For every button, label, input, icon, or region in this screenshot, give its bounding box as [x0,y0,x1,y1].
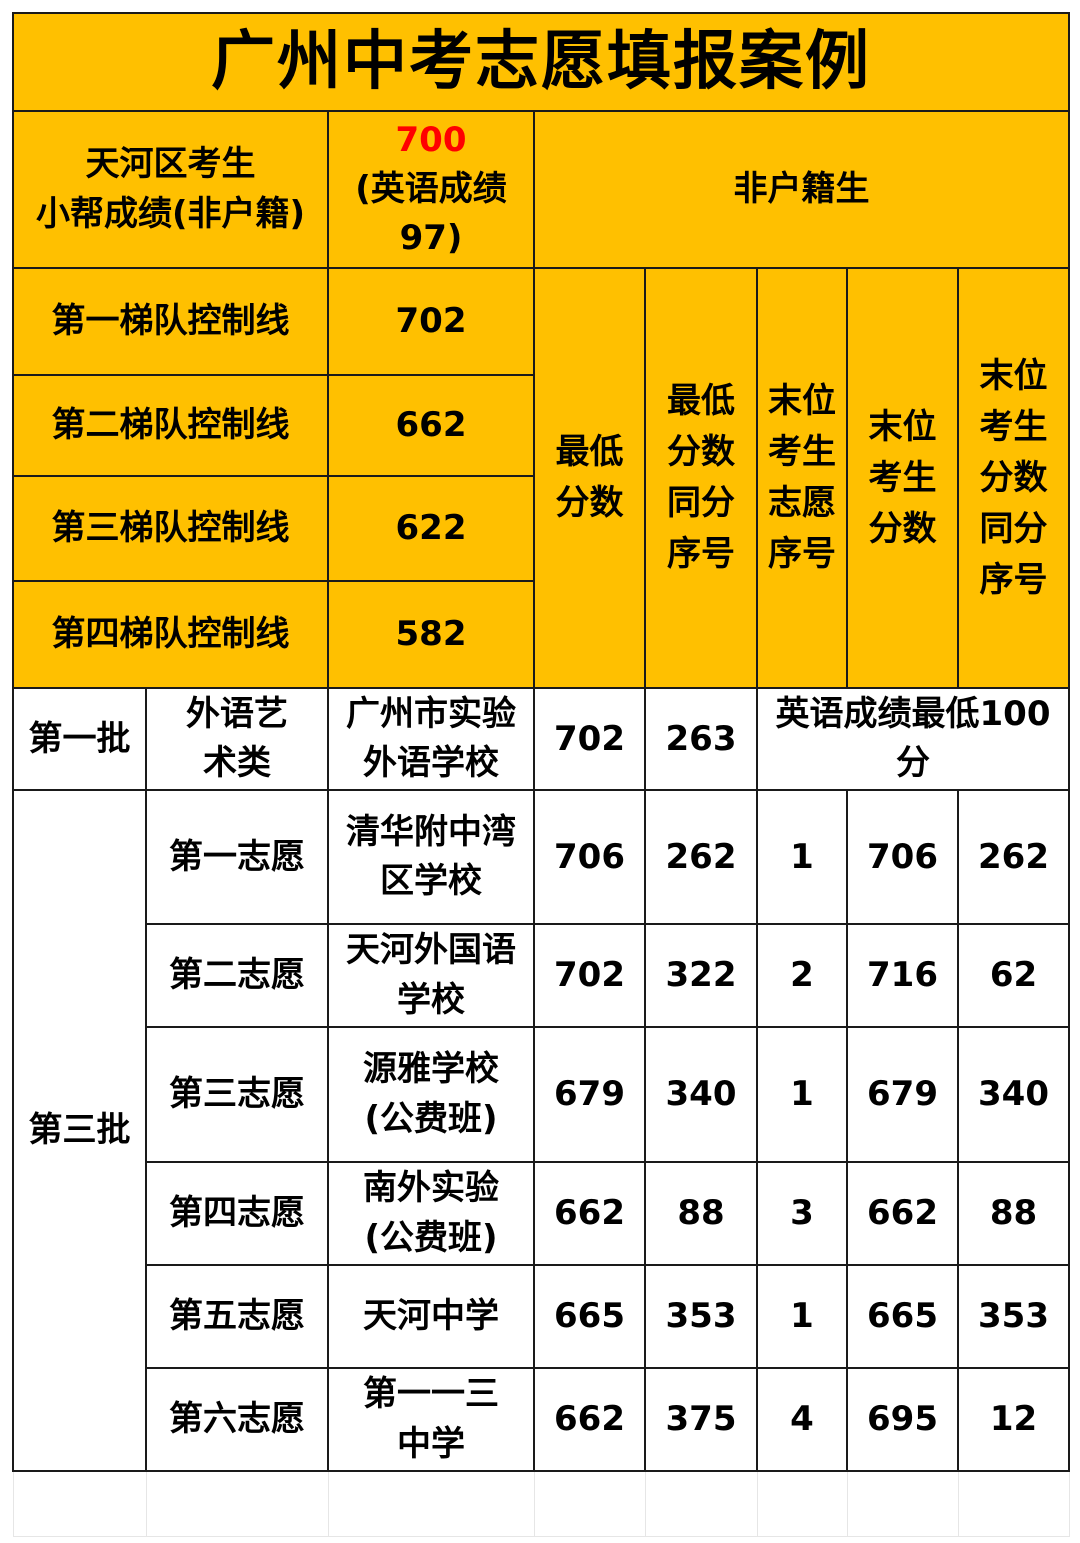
table-row: 第四志愿 南外实验(公费班) 662 88 3 662 88 [13,1161,1070,1266]
admission-table: 广州中考志愿填报案例 天河区考生 小帮成绩(非户籍) 700 (英语成绩97) 非… [12,12,1070,1537]
min-rank: 375 [644,1367,758,1472]
last-score: 695 [846,1367,959,1472]
min-score: 665 [533,1264,646,1369]
last-rank: 12 [957,1367,1070,1472]
student-label: 天河区考生 小帮成绩(非户籍) [12,110,329,269]
student-score: 700 [395,119,467,160]
table-title: 广州中考志愿填报案例 [12,12,1070,112]
empty-row [12,1470,1070,1537]
min-rank: 322 [644,923,758,1028]
last-choice: 2 [756,923,848,1028]
col-header-min-score: 最低分数 [533,267,646,689]
school-name: 第一一三中学 [327,1367,535,1472]
min-score: 662 [533,1367,646,1472]
school-name: 天河外国语学校 [327,923,535,1028]
tier-label: 第二梯队控制线 [12,374,329,477]
last-choice: 3 [756,1161,848,1266]
tier-label: 第一梯队控制线 [12,267,329,376]
tier-label: 第四梯队控制线 [12,580,329,689]
min-rank: 353 [644,1264,758,1369]
table-row: 第二志愿 天河外国语学校 702 322 2 716 62 [13,923,1070,1028]
batch-label: 第一批 [12,687,147,791]
requirement-note: 英语成绩最低100分 [756,687,1070,791]
choice-label: 第四志愿 [145,1161,329,1266]
school-name: 天河中学 [327,1264,535,1369]
empty-cell [846,1470,959,1537]
last-score: 662 [846,1161,959,1266]
tier-label: 第三梯队控制线 [12,475,329,582]
col-header-min-rank: 最低分数同分序号 [644,267,758,689]
col-header-last-score: 末位考生分数 [846,267,959,689]
last-choice: 1 [756,789,848,925]
last-score: 665 [846,1264,959,1369]
table-row: 第五志愿 天河中学 665 353 1 665 353 [13,1264,1070,1369]
tier-value: 622 [327,475,535,582]
choice-label: 第三志愿 [145,1026,329,1163]
empty-cell [644,1470,758,1537]
col-header-last-choice: 末位考生志愿序号 [756,267,848,689]
tier-value: 702 [327,267,535,376]
school-name: 南外实验(公费班) [327,1161,535,1266]
choice-label: 第二志愿 [145,923,329,1028]
last-rank: 262 [957,789,1070,925]
tier-value: 662 [327,374,535,477]
english-note: (英语成绩97) [355,168,507,259]
last-rank: 353 [957,1264,1070,1369]
min-rank: 263 [644,687,758,791]
last-rank: 62 [957,923,1070,1028]
empty-cell [12,1470,147,1537]
choice-label: 第六志愿 [145,1367,329,1472]
last-choice: 1 [756,1026,848,1163]
empty-cell [533,1470,646,1537]
last-choice: 4 [756,1367,848,1472]
choice-label: 第五志愿 [145,1264,329,1369]
last-choice: 1 [756,1264,848,1369]
min-score: 706 [533,789,646,925]
empty-cell [957,1470,1070,1537]
school-name: 清华附中湾区学校 [327,789,535,925]
category-header: 非户籍生 [533,110,1070,269]
table-row: 第六志愿 第一一三中学 662 375 4 695 12 [13,1367,1070,1472]
school-type: 外语艺术类 [145,687,329,791]
batch-label: 第三批 [12,789,147,1472]
col-header-last-rank: 末位考生分数同分序号 [957,267,1070,689]
empty-cell [327,1470,535,1537]
min-score: 662 [533,1161,646,1266]
min-score: 679 [533,1026,646,1163]
empty-cell [145,1470,329,1537]
table-row: 第三批 第一志愿 清华附中湾区学校 706 262 1 706 262 [12,789,1070,1472]
last-rank: 340 [957,1026,1070,1163]
min-score: 702 [533,687,646,791]
empty-cell [756,1470,848,1537]
last-score: 679 [846,1026,959,1163]
last-score: 716 [846,923,959,1028]
tier-value: 582 [327,580,535,689]
last-rank: 88 [957,1161,1070,1266]
last-score: 706 [846,789,959,925]
min-rank: 340 [644,1026,758,1163]
table-row: 第一批 外语艺术类 广州市实验外语学校 702 263 英语成绩最低100分 [12,687,1070,791]
school-name: 广州市实验外语学校 [327,687,535,791]
min-score: 702 [533,923,646,1028]
school-name: 源雅学校(公费班) [327,1026,535,1163]
choice-label: 第一志愿 [145,789,329,925]
table-row: 第三志愿 源雅学校(公费班) 679 340 1 679 340 [13,1026,1070,1163]
min-rank: 262 [644,789,758,925]
min-rank: 88 [644,1161,758,1266]
student-score-cell: 700 (英语成绩97) [327,110,535,269]
